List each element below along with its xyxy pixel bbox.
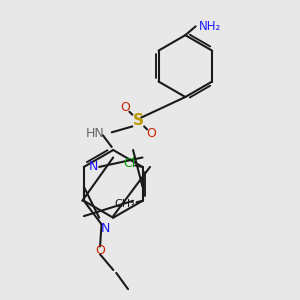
Text: N: N [89, 160, 98, 173]
Text: O: O [95, 244, 105, 257]
Text: S: S [133, 113, 144, 128]
Text: NH₂: NH₂ [199, 20, 221, 33]
Text: HN: HN [85, 127, 104, 140]
Text: O: O [120, 101, 130, 114]
Text: N: N [101, 222, 110, 235]
Text: O: O [146, 127, 156, 140]
Text: CH₃: CH₃ [114, 199, 135, 209]
Text: Cl: Cl [123, 158, 135, 170]
